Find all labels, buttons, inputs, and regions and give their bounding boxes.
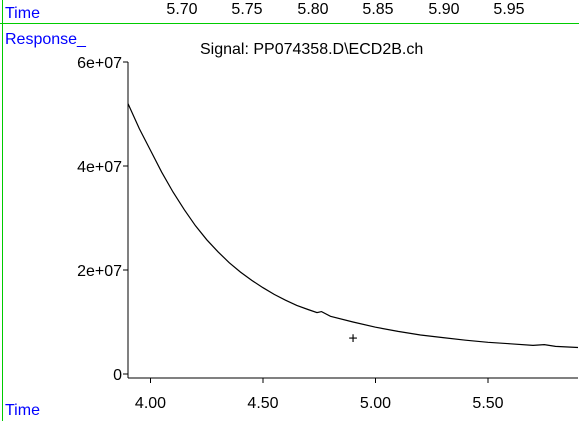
- response-label: Response_: [5, 31, 86, 48]
- top-tick-label: 5.75: [231, 1, 263, 18]
- y-tick-label: 2e+07: [77, 263, 122, 280]
- x-tick-label: 5.50: [472, 395, 503, 412]
- chart-title: Signal: PP074358.D\ECD2B.ch: [200, 41, 424, 58]
- top-tick-label: 5.70: [166, 1, 198, 18]
- top-divider-line: [0, 23, 579, 24]
- y-tick-label: 6e+07: [77, 55, 122, 72]
- top-tick-label: 5.80: [297, 1, 329, 18]
- top-tick-label: 5.90: [428, 1, 460, 18]
- series-line: [127, 103, 579, 349]
- left-divider-line: [2, 0, 3, 421]
- x-tick-label: 4.00: [135, 395, 166, 412]
- top-time-strip: Time 5.70 5.75 5.80 5.85 5.90 5.95: [0, 0, 579, 22]
- top-time-label: Time: [5, 5, 40, 22]
- bottom-time-label: Time: [5, 402, 40, 419]
- top-tick-label: 5.85: [362, 1, 394, 18]
- y-tick-label: 0: [113, 367, 122, 384]
- x-tick-label: 5.00: [360, 395, 391, 412]
- top-tick-label: 5.95: [493, 1, 525, 18]
- cursor-marker: +: [348, 331, 357, 348]
- y-tick-label: 4e+07: [77, 159, 122, 176]
- x-tick-label: 4.50: [247, 395, 278, 412]
